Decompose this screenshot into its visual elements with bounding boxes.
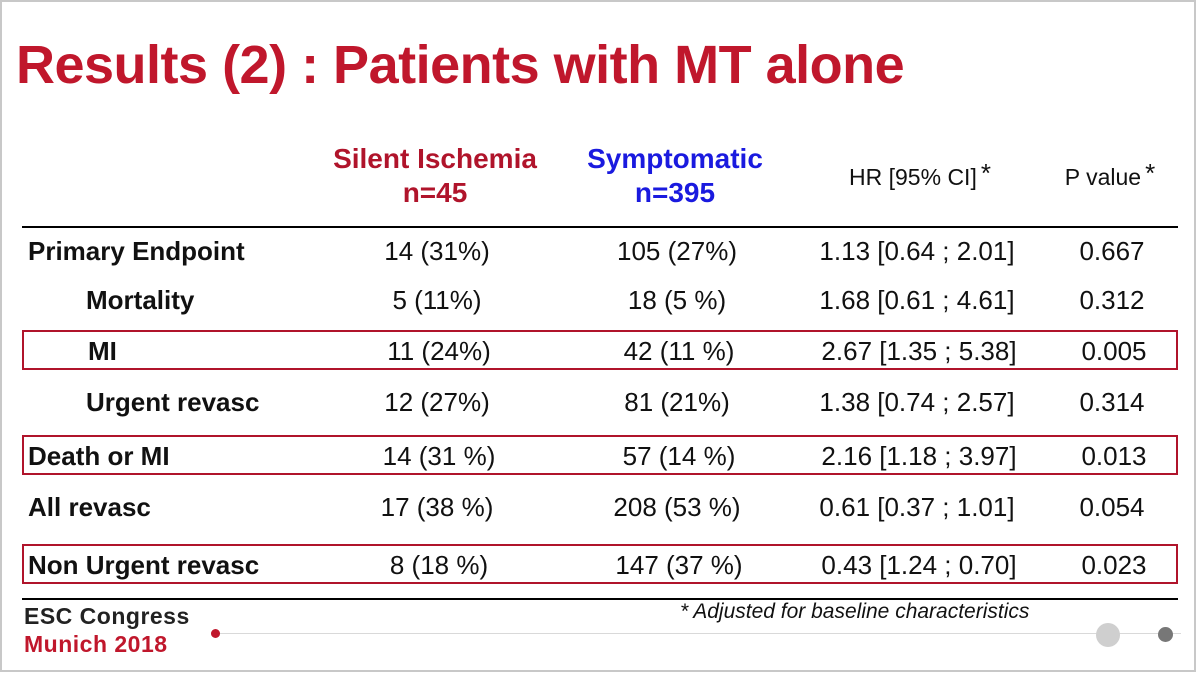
p-value: 0.023 <box>1081 550 1147 580</box>
silent-value: 14 (31 %) <box>382 441 496 471</box>
silent-value: 11 (24%) <box>387 336 491 366</box>
symptomatic-value: 18 (5 %) <box>627 285 727 315</box>
symptomatic-value: 105 (27%) <box>617 236 737 266</box>
header-silent-n: n=45 <box>402 177 468 208</box>
row-label: Non Urgent revasc <box>28 550 260 580</box>
header-p-asterisk: * <box>1145 158 1156 188</box>
symptomatic-value: 81 (21%) <box>624 387 730 417</box>
table-row-mortality: Mortality 5 (11%) 18 (5 %) 1.68 [0.61 ; … <box>22 282 1178 318</box>
footer-divider <box>216 633 1181 634</box>
p-value: 0.054 <box>1079 492 1145 522</box>
esc-congress-logo: ESC Congress Munich 2018 <box>24 602 190 658</box>
symptomatic-value: 147 (37 %) <box>615 550 743 580</box>
silent-value: 12 (27%) <box>384 387 490 417</box>
header-p-value: P value * <box>1040 158 1180 194</box>
header-hr-asterisk: * <box>980 158 991 188</box>
silent-value: 8 (18 %) <box>389 550 489 580</box>
row-label: Primary Endpoint <box>28 236 245 266</box>
table-bottom-rule <box>22 598 1178 600</box>
row-label: Mortality <box>86 285 195 315</box>
p-value: 0.312 <box>1079 285 1145 315</box>
row-label: MI <box>88 336 117 366</box>
table-row-primary-endpoint: Primary Endpoint 14 (31%) 105 (27%) 1.13… <box>22 233 1178 269</box>
silent-value: 14 (31%) <box>384 236 490 266</box>
hr-value: 1.68 [0.61 ; 4.61] <box>819 285 1015 315</box>
footer-dark-dot <box>1158 627 1173 642</box>
header-silent-label: Silent Ischemia <box>333 143 537 174</box>
header-hr-label: HR [95% CI] <box>849 164 977 190</box>
symptomatic-value: 208 (53 %) <box>613 492 741 522</box>
hr-value: 1.13 [0.64 ; 2.01] <box>819 236 1015 266</box>
symptomatic-value: 42 (11 %) <box>623 336 735 366</box>
header-symptomatic-n: n=395 <box>634 177 716 208</box>
hr-value: 2.16 [1.18 ; 3.97] <box>821 441 1017 471</box>
symptomatic-value: 57 (14 %) <box>622 441 736 471</box>
header-symptomatic: Symptomatic n=395 <box>565 142 785 210</box>
row-label: Death or MI <box>28 441 170 471</box>
slide-title: Results (2) : Patients with MT alone <box>16 35 905 95</box>
p-value: 0.005 <box>1081 336 1147 366</box>
footer-light-dot <box>1096 623 1120 647</box>
p-value: 0.667 <box>1079 236 1145 266</box>
table-row-urgent-revasc: Urgent revasc 12 (27%) 81 (21%) 1.38 [0.… <box>22 384 1178 420</box>
table-top-rule <box>22 226 1178 228</box>
header-p-label: P value <box>1064 164 1142 190</box>
footer-red-dot <box>211 629 220 638</box>
table-row-death-or-mi: Death or MI 14 (31 %) 57 (14 %) 2.16 [1.… <box>22 435 1178 475</box>
silent-value: 5 (11%) <box>392 285 482 315</box>
hr-value: 0.43 [1.24 ; 0.70] <box>821 550 1017 580</box>
header-hr: HR [95% CI] * <box>810 158 1030 194</box>
row-label: All revasc <box>28 492 151 522</box>
header-symptomatic-label: Symptomatic <box>587 143 763 174</box>
hr-value: 1.38 [0.74 ; 2.57] <box>819 387 1015 417</box>
hr-value: 2.67 [1.35 ; 5.38] <box>821 336 1017 366</box>
logo-line-1: ESC Congress <box>24 603 190 629</box>
hr-value: 0.61 [0.37 ; 1.01] <box>819 492 1015 522</box>
silent-value: 17 (38 %) <box>380 492 494 522</box>
table-row-mi: MI 11 (24%) 42 (11 %) 2.67 [1.35 ; 5.38]… <box>22 330 1178 370</box>
table-row-non-urgent-revasc: Non Urgent revasc 8 (18 %) 147 (37 %) 0.… <box>22 544 1178 584</box>
row-label: Urgent revasc <box>86 387 260 417</box>
p-value: 0.314 <box>1079 387 1145 417</box>
p-value: 0.013 <box>1081 441 1147 471</box>
table-row-all-revasc: All revasc 17 (38 %) 208 (53 %) 0.61 [0.… <box>22 489 1178 525</box>
header-silent-ischemia: Silent Ischemia n=45 <box>310 142 560 210</box>
logo-line-2: Munich 2018 <box>24 631 168 657</box>
footnote: * Adjusted for baseline characteristics <box>680 600 1030 623</box>
